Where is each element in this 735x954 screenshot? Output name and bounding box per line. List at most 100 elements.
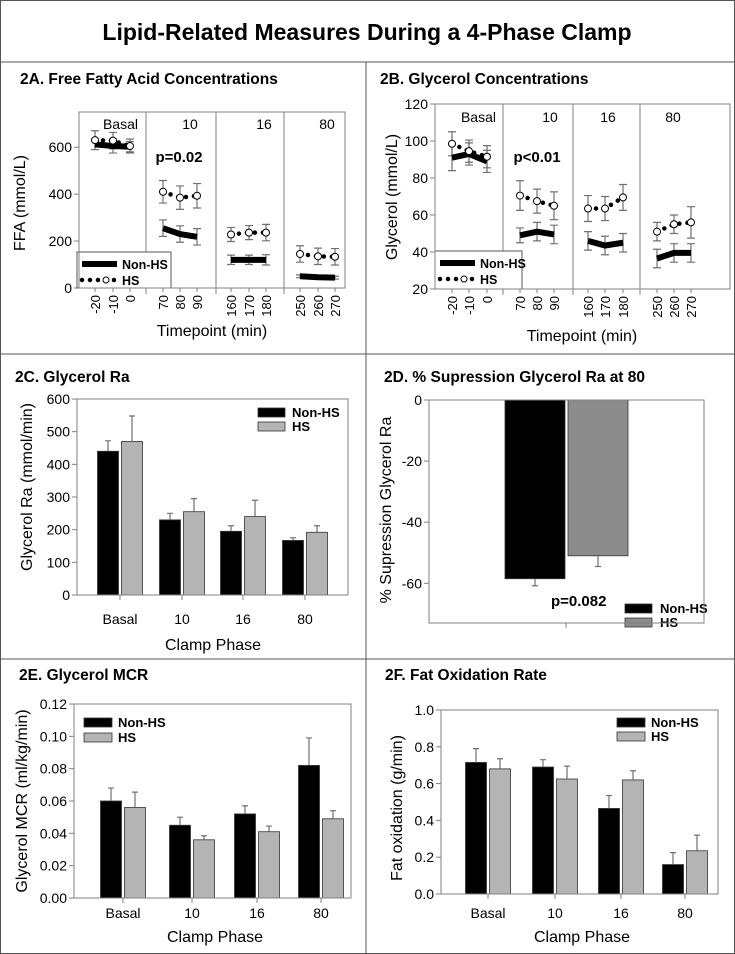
x-tick-label: 80 [173,295,188,309]
y-axis-label: Fat oxidation (g/min) [389,735,406,881]
chart-2b: 2B. Glycerol Concentrations Glycerol (mmo… [380,71,731,345]
y-tick-label: 0.6 [415,776,435,792]
phase-label: 16 [600,109,616,125]
data-point-hs [262,228,270,237]
data-point-hs [550,201,558,210]
x-axis-label: Clamp Phase [534,929,630,946]
y-tick-label: 0.8 [415,739,435,755]
y-tick-label: 0.08 [40,761,67,777]
y-tick-label: 500 [47,424,71,440]
error-bar [306,737,312,766]
chart-title: 2B. Glycerol Concentrations [380,71,588,88]
phase-label: 80 [319,116,335,132]
bar-non-hs [298,765,320,899]
y-axis-label: FFA (mmol/L) [12,155,29,251]
legend-label-hs: HS [651,729,669,744]
error-bar [242,805,248,814]
phase-label: 10 [542,109,558,125]
chart-2a: 2A. Free Fatty Acid Concentrations FFA (m… [12,71,346,340]
bar-non-hs [97,450,119,596]
error-bar [252,499,258,517]
bar-hs [489,768,511,895]
legend-label-hs: HS [118,730,136,745]
p-value-annotation: p<0.01 [513,149,560,166]
legend-label-hs: HS [122,274,139,288]
y-tick-label: 200 [49,233,73,249]
data-point-hs [687,218,695,227]
bar-non-hs [169,824,191,899]
bar-hs [567,399,629,557]
y-tick-label: 120 [405,96,429,112]
x-tick-label: 170 [598,296,613,318]
x-axis-label: Timepoint (min) [527,328,638,345]
x-tick-label: -10 [462,296,477,315]
y-axis-label: % Supression Glycerol Ra [378,417,395,604]
plot-frame [434,103,731,290]
x-tick-label: 90 [190,295,205,309]
x-tick-label: 0 [480,296,495,303]
series-line-non-hs [94,141,131,150]
error-bar [105,440,111,452]
y-tick-label: 0.04 [40,825,67,841]
legend-swatch-non-hs [83,717,113,728]
y-tick-label: 0 [62,587,70,603]
category-label: 16 [249,905,265,921]
data-point-hs [601,204,609,213]
y-tick-label: 100 [405,133,429,149]
chart-2e: 2E. Glycerol MCR Glycerol MCR (ml/kg/min)… [14,667,352,946]
error-bar [595,555,601,568]
y-tick-label: 200 [47,522,71,538]
error-bar [132,791,138,808]
legend-marker-hs [460,275,468,283]
x-tick-label: 270 [684,296,699,318]
error-bar [290,537,296,541]
x-tick-label: 80 [530,296,545,310]
bar-non-hs [282,540,304,596]
bar-hs [244,516,266,596]
x-tick-label: 260 [667,296,682,318]
series-line-hs [449,141,490,159]
y-tick-label: 0.4 [415,812,435,828]
data-point-hs [193,191,201,200]
category-label: 80 [313,905,329,921]
x-tick-label: 160 [581,296,596,318]
chart-title: 2D. % Supression Glycerol Ra at 80 [384,369,645,386]
data-point-hs [176,193,184,202]
data-point-hs [448,139,456,148]
x-tick-label: 0 [123,295,138,302]
series-line-non-hs [656,249,691,262]
y-tick-label: 100 [47,554,71,570]
x-tick-label: 260 [311,295,326,317]
category-label: 16 [613,905,629,921]
error-bar [177,816,183,826]
phase-label: 10 [182,116,198,132]
phase-label: 80 [665,109,681,125]
error-bar [330,810,336,819]
chart-2c: 2C. Glycerol Ra Glycerol Ra (mmol/min) Cla… [15,369,349,654]
p-value-annotation: p=0.082 [551,593,606,610]
x-tick-label: 270 [328,295,343,317]
bar-non-hs [504,399,566,580]
category-label: Basal [470,905,505,921]
y-tick-label: 0 [64,280,72,296]
bar-hs [124,807,146,899]
data-point-hs [126,142,134,151]
y-tick-label: 400 [47,456,71,472]
y-tick-label: 600 [49,139,73,155]
data-point-hs [516,191,524,200]
legend-label-non-hs: Non-HS [122,258,168,272]
data-point-hs [533,197,541,206]
x-tick-label: 180 [259,295,274,317]
plot-frame [78,111,346,289]
y-tick-label: 0.02 [40,858,67,874]
error-bar [630,770,636,780]
bar-hs [556,778,578,895]
error-bar [201,835,207,840]
bar-hs [306,531,328,596]
x-axis-label: Clamp Phase [165,637,261,654]
x-tick-label: 160 [224,295,239,317]
p-value-annotation: p=0.02 [155,149,202,166]
y-tick-label: 0.12 [40,696,67,712]
phase-label: 16 [256,116,272,132]
category-label: 10 [184,905,200,921]
